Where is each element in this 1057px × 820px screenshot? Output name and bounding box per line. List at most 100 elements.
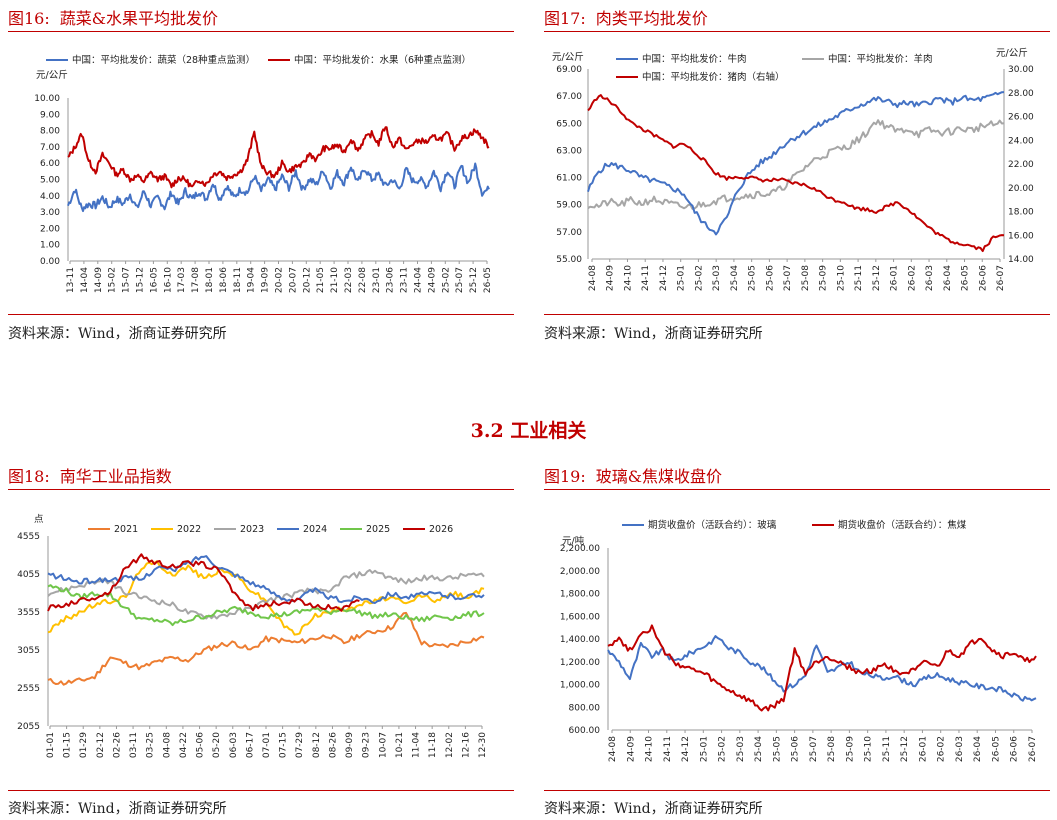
figure-18-title-rule bbox=[8, 489, 514, 490]
fig17-x-tick-label: 25-03 bbox=[712, 265, 722, 291]
figure-19-source-rule bbox=[544, 790, 1050, 791]
fig18-series-2025 bbox=[47, 584, 485, 627]
fig17-right-y-tick-label: 28.00 bbox=[1008, 89, 1034, 99]
figure-17-chart: 元/公斤 元/公斤 中国：平均批发价：牛肉 中国：平均批发价：羊肉中国：平均批发价：猪… bbox=[552, 48, 1034, 291]
fig17-y-tick-label: 63.00 bbox=[556, 146, 582, 156]
fig19-y-tick-label: 800.00 bbox=[569, 703, 601, 713]
figure-17-title-rule bbox=[544, 31, 1050, 32]
fig17-y-tick-label: 69.00 bbox=[556, 65, 582, 75]
fig18-x-tick-label: 04-08 bbox=[162, 732, 172, 758]
fig19-x-tick-label: 24-11 bbox=[663, 736, 673, 762]
fig17-x-tick-label: 24-12 bbox=[659, 265, 669, 291]
fig18-x-tick-label: 09-09 bbox=[345, 732, 355, 758]
fig17-x-tick-label: 26-06 bbox=[978, 265, 988, 291]
fig16-x-tick-label: 15-07 bbox=[122, 267, 132, 293]
fig19-legend-label: 期货收盘价（活跃合约）：玻璃 bbox=[648, 519, 776, 531]
fig17-right-y-tick-label: 30.00 bbox=[1008, 65, 1034, 75]
figure-19-title-rule bbox=[544, 489, 1050, 490]
fig18-legend-label: 2026 bbox=[429, 524, 453, 535]
fig16-x-tick-label: 13-11 bbox=[66, 267, 76, 293]
fig19-legend-label: 期货收盘价（活跃合约）：焦煤 bbox=[838, 519, 967, 531]
fig17-x-tick-label: 24-08 bbox=[588, 265, 598, 291]
fig16-x-tick-label: 18-06 bbox=[219, 267, 229, 293]
figure-19-source: 资料来源：Wind，浙商证券研究所 bbox=[544, 801, 763, 817]
fig18-x-tick-label: 10-21 bbox=[395, 732, 405, 758]
fig18-legend-label: 2025 bbox=[366, 524, 390, 535]
fig17-y-tick-label: 67.00 bbox=[556, 92, 582, 102]
fig19-x-tick-label: 26-02 bbox=[937, 736, 947, 762]
fig18-y-tick-label: 2055 bbox=[17, 722, 40, 732]
fig17-x-tick-label: 26-07 bbox=[996, 265, 1006, 291]
fig16-x-tick-label: 23-01 bbox=[372, 267, 382, 293]
figure-18-title: 图18: 南华工业品指数 bbox=[8, 463, 172, 487]
fig16-y-tick-label: 5.00 bbox=[40, 176, 60, 186]
fig17-x-tick-label: 25-01 bbox=[677, 265, 687, 291]
fig16-x-tick-label: 23-06 bbox=[386, 267, 396, 293]
fig17-x-tick-label: 26-05 bbox=[961, 265, 971, 291]
fig16-x-tick-label: 17-08 bbox=[191, 267, 201, 293]
fig16-y-tick-label: 1.00 bbox=[40, 241, 60, 251]
fig19-x-tick-label: 26-04 bbox=[973, 736, 983, 762]
fig19-y-tick-label: 1,600.00 bbox=[560, 612, 600, 622]
figure-16-title: 图16: 蔬菜&水果平均批发价 bbox=[8, 5, 218, 29]
fig18-unit-label: 点 bbox=[34, 514, 44, 525]
fig18-x-tick-label: 07-29 bbox=[295, 732, 305, 758]
fig17-x-tick-label: 26-02 bbox=[907, 265, 917, 291]
fig16-x-tick-label: 15-02 bbox=[108, 267, 118, 293]
fig16-x-tick-label: 14-04 bbox=[80, 267, 90, 293]
figure-17-title: 图17: 肉类平均批发价 bbox=[544, 5, 708, 29]
fig17-right-y-tick-label: 16.00 bbox=[1008, 231, 1034, 241]
fig19-y-tick-label: 1,400.00 bbox=[560, 635, 600, 645]
fig19-y-tick-label: 2,200.00 bbox=[560, 544, 600, 554]
fig16-series-fruit bbox=[67, 126, 490, 189]
fig16-x-tick-label: 22-08 bbox=[358, 267, 368, 293]
fig16-x-tick-label: 23-11 bbox=[400, 267, 410, 293]
fig18-y-tick-label: 3055 bbox=[17, 646, 40, 656]
fig18-x-tick-label: 05-06 bbox=[196, 732, 206, 758]
fig19-x-tick-label: 25-03 bbox=[736, 736, 746, 762]
fig17-series-mutton bbox=[587, 119, 1005, 210]
fig16-y-tick-label: 8.00 bbox=[40, 127, 60, 137]
fig18-x-tick-label: 12-30 bbox=[478, 732, 488, 758]
fig16-x-tick-label: 21-05 bbox=[316, 267, 326, 293]
fig17-unit-left: 元/公斤 bbox=[552, 52, 584, 63]
fig16-x-tick-label: 14-09 bbox=[94, 267, 104, 293]
figure-17-number: 图17: bbox=[544, 9, 586, 28]
fig17-x-tick-label: 24-11 bbox=[641, 265, 651, 291]
fig16-x-tick-label: 24-04 bbox=[414, 267, 424, 293]
fig18-x-tick-label: 01-29 bbox=[79, 732, 89, 758]
figure-17-name: 肉类平均批发价 bbox=[595, 9, 708, 28]
fig19-x-tick-label: 25-04 bbox=[754, 736, 764, 762]
fig19-series-glass bbox=[607, 635, 1037, 702]
fig19-x-tick-label: 26-03 bbox=[955, 736, 965, 762]
fig18-x-tick-label: 01-01 bbox=[46, 732, 56, 758]
fig19-x-tick-label: 24-09 bbox=[626, 736, 636, 762]
fig17-right-y-tick-label: 14.00 bbox=[1008, 255, 1034, 265]
fig17-x-tick-label: 24-09 bbox=[606, 265, 616, 291]
fig18-x-tick-label: 07-01 bbox=[262, 732, 272, 758]
figure-16-number: 图16: bbox=[8, 9, 50, 28]
fig18-legend-label: 2022 bbox=[177, 524, 201, 535]
figure-19-name: 玻璃&焦煤收盘价 bbox=[595, 467, 723, 486]
fig17-unit-right: 元/公斤 bbox=[996, 48, 1028, 59]
fig17-x-tick-label: 25-02 bbox=[694, 265, 704, 291]
fig17-x-tick-label: 26-01 bbox=[890, 265, 900, 291]
fig19-x-tick-label: 26-07 bbox=[1028, 736, 1038, 762]
figure-19-title: 图19: 玻璃&焦煤收盘价 bbox=[544, 463, 722, 487]
fig18-x-tick-label: 09-23 bbox=[362, 732, 372, 758]
fig16-x-tick-label: 26-05 bbox=[483, 267, 493, 293]
fig19-x-tick-label: 24-12 bbox=[681, 736, 691, 762]
fig18-legend-label: 2024 bbox=[303, 524, 327, 535]
section-heading: 3.2 工业相关 bbox=[470, 420, 587, 442]
fig16-x-tick-label: 20-07 bbox=[288, 267, 298, 293]
fig19-x-tick-label: 25-09 bbox=[845, 736, 855, 762]
fig16-x-tick-label: 16-05 bbox=[149, 267, 159, 293]
fig18-y-tick-label: 4055 bbox=[17, 570, 40, 580]
fig18-x-tick-label: 02-26 bbox=[112, 732, 122, 758]
fig17-series-pork bbox=[587, 94, 1005, 253]
fig17-y-tick-label: 65.00 bbox=[556, 119, 582, 129]
fig18-y-tick-label: 4555 bbox=[17, 532, 40, 542]
fig18-x-tick-label: 02-12 bbox=[96, 732, 106, 758]
fig16-y-tick-label: 9.00 bbox=[40, 110, 60, 120]
fig19-x-tick-label: 25-12 bbox=[900, 736, 910, 762]
